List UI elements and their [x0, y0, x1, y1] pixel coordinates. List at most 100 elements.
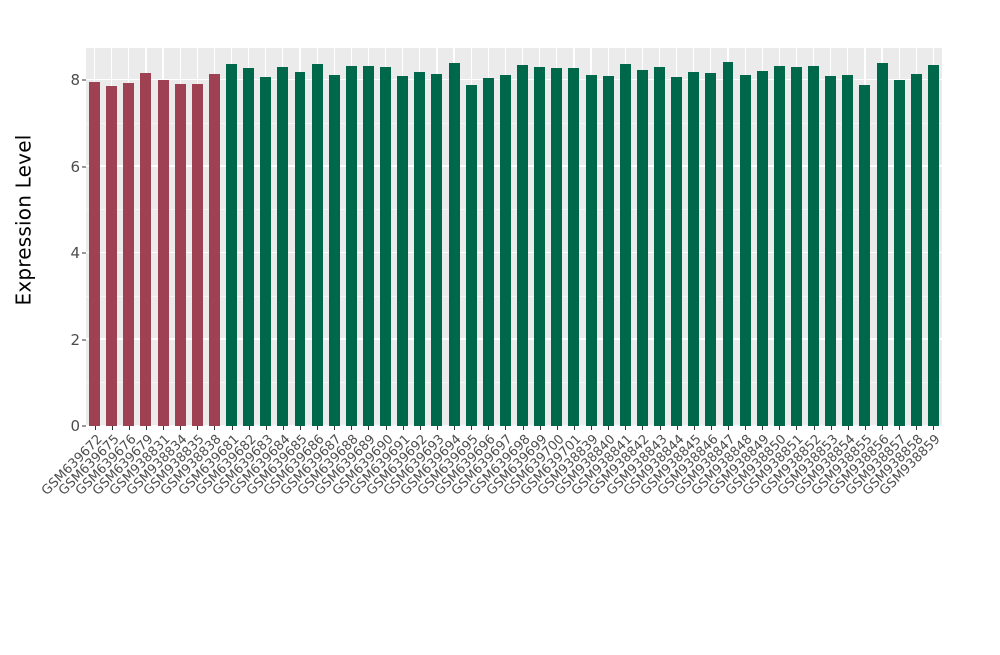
bar	[671, 77, 683, 426]
bar	[157, 79, 169, 426]
y-axis-tick-mark	[82, 339, 86, 341]
bar	[499, 75, 511, 426]
bar	[722, 62, 734, 426]
gridline-minor-horizontal	[86, 295, 942, 297]
x-axis-tick-mark	[145, 426, 147, 430]
gridline-major-horizontal	[86, 165, 942, 167]
y-axis-tick-label: 6	[70, 157, 80, 176]
y-axis-title-text: Expression Level	[11, 134, 36, 306]
x-axis-tick-mark	[676, 426, 678, 430]
bar	[345, 65, 357, 426]
x-axis-tick-mark	[436, 426, 438, 430]
bar	[140, 72, 152, 426]
x-axis-tick-mark	[573, 426, 575, 430]
bar	[876, 63, 888, 426]
bar	[277, 66, 289, 426]
x-axis-tick-labels: GSM639672 GSM639675 GSM639676 GSM639679 GSM9…	[39, 432, 986, 572]
x-axis-tick-mark	[813, 426, 815, 430]
x-axis-tick-mark	[300, 426, 301, 430]
bar	[328, 75, 340, 426]
x-axis-tick-mark	[745, 426, 747, 430]
bar	[756, 70, 768, 426]
gridline-minor-horizontal	[86, 209, 942, 210]
y-axis-title: Expression Level	[0, 0, 46, 440]
bar	[773, 66, 785, 426]
bar	[585, 75, 597, 426]
bar	[568, 67, 580, 426]
y-axis-tick-label: 4	[70, 244, 80, 263]
bar	[927, 64, 939, 426]
bar	[123, 82, 135, 426]
x-axis-tick-mark	[916, 426, 918, 430]
x-axis-tick-mark	[796, 426, 798, 430]
bar	[808, 65, 820, 426]
y-axis-tick-label: 0	[70, 417, 80, 435]
bar	[448, 62, 460, 426]
x-axis-tick-mark	[591, 426, 593, 430]
bar	[636, 69, 648, 426]
bar	[260, 76, 272, 426]
x-axis-tick-mark	[368, 426, 370, 430]
gridline-major-horizontal	[86, 424, 942, 426]
x-axis-tick-mark	[762, 426, 764, 430]
x-axis-tick-mark	[710, 426, 712, 430]
x-axis-tick-mark	[830, 426, 832, 430]
x-axis-tick-mark	[625, 426, 627, 430]
x-axis-tick-mark	[419, 426, 421, 430]
x-axis-tick-mark	[659, 426, 661, 430]
x-axis-tick-mark	[522, 426, 524, 430]
bar	[482, 78, 494, 426]
bar	[825, 76, 837, 426]
gridline-major-horizontal	[86, 338, 942, 340]
gridline-minor-horizontal	[86, 382, 942, 383]
x-axis-tick-mark	[317, 426, 319, 430]
bar	[294, 71, 306, 426]
x-axis-tick-mark	[864, 426, 866, 430]
bar	[517, 65, 529, 426]
y-axis-tick-label: 2	[70, 330, 80, 349]
x-axis-tick-mark	[94, 426, 96, 430]
y-axis-tick-label: 8	[70, 71, 80, 90]
x-axis-tick-mark	[197, 426, 199, 430]
x-axis-tick-mark	[608, 426, 610, 430]
plot-panel	[86, 48, 942, 426]
x-axis-tick-mark	[556, 426, 558, 430]
y-axis-tick-mark	[82, 166, 86, 168]
x-axis-tick-mark	[214, 426, 216, 430]
bar	[842, 74, 854, 426]
bar	[739, 75, 751, 426]
x-axis-tick-mark	[265, 426, 267, 430]
y-axis-tick-mark	[82, 252, 86, 254]
bar	[791, 66, 802, 426]
x-axis-tick-mark	[334, 426, 336, 430]
bar	[910, 73, 922, 426]
gridline-major-horizontal	[86, 251, 942, 254]
x-axis-tick-mark	[693, 426, 695, 430]
bar-chart-figure: Expression Level 0 2 4 6 8 GSM639672 GSM63967…	[0, 0, 986, 572]
x-axis-tick-mark	[488, 426, 490, 430]
bar	[243, 68, 255, 426]
gridline-minor-horizontal	[86, 122, 942, 124]
x-axis-tick-mark	[128, 426, 130, 430]
x-axis-tick-mark	[471, 426, 473, 430]
x-axis-tick-mark	[385, 426, 387, 430]
x-axis-tick-mark	[180, 426, 182, 430]
bar	[397, 76, 409, 426]
bar	[859, 85, 871, 426]
bar	[208, 74, 220, 426]
bar	[705, 73, 717, 426]
x-axis-tick-mark	[248, 426, 250, 430]
bar	[380, 67, 392, 426]
y-axis-tick-mark	[82, 79, 86, 81]
x-axis-tick-marks	[86, 426, 942, 431]
bar	[106, 85, 118, 426]
bar	[431, 73, 443, 426]
x-axis-tick-mark	[779, 426, 781, 430]
bar	[311, 63, 323, 426]
bar	[226, 63, 237, 426]
x-axis-tick-mark	[505, 426, 507, 430]
x-axis-tick-mark	[728, 426, 729, 430]
x-axis-tick-mark	[454, 426, 456, 430]
bar	[191, 83, 203, 426]
x-axis-tick-mark	[231, 426, 233, 430]
